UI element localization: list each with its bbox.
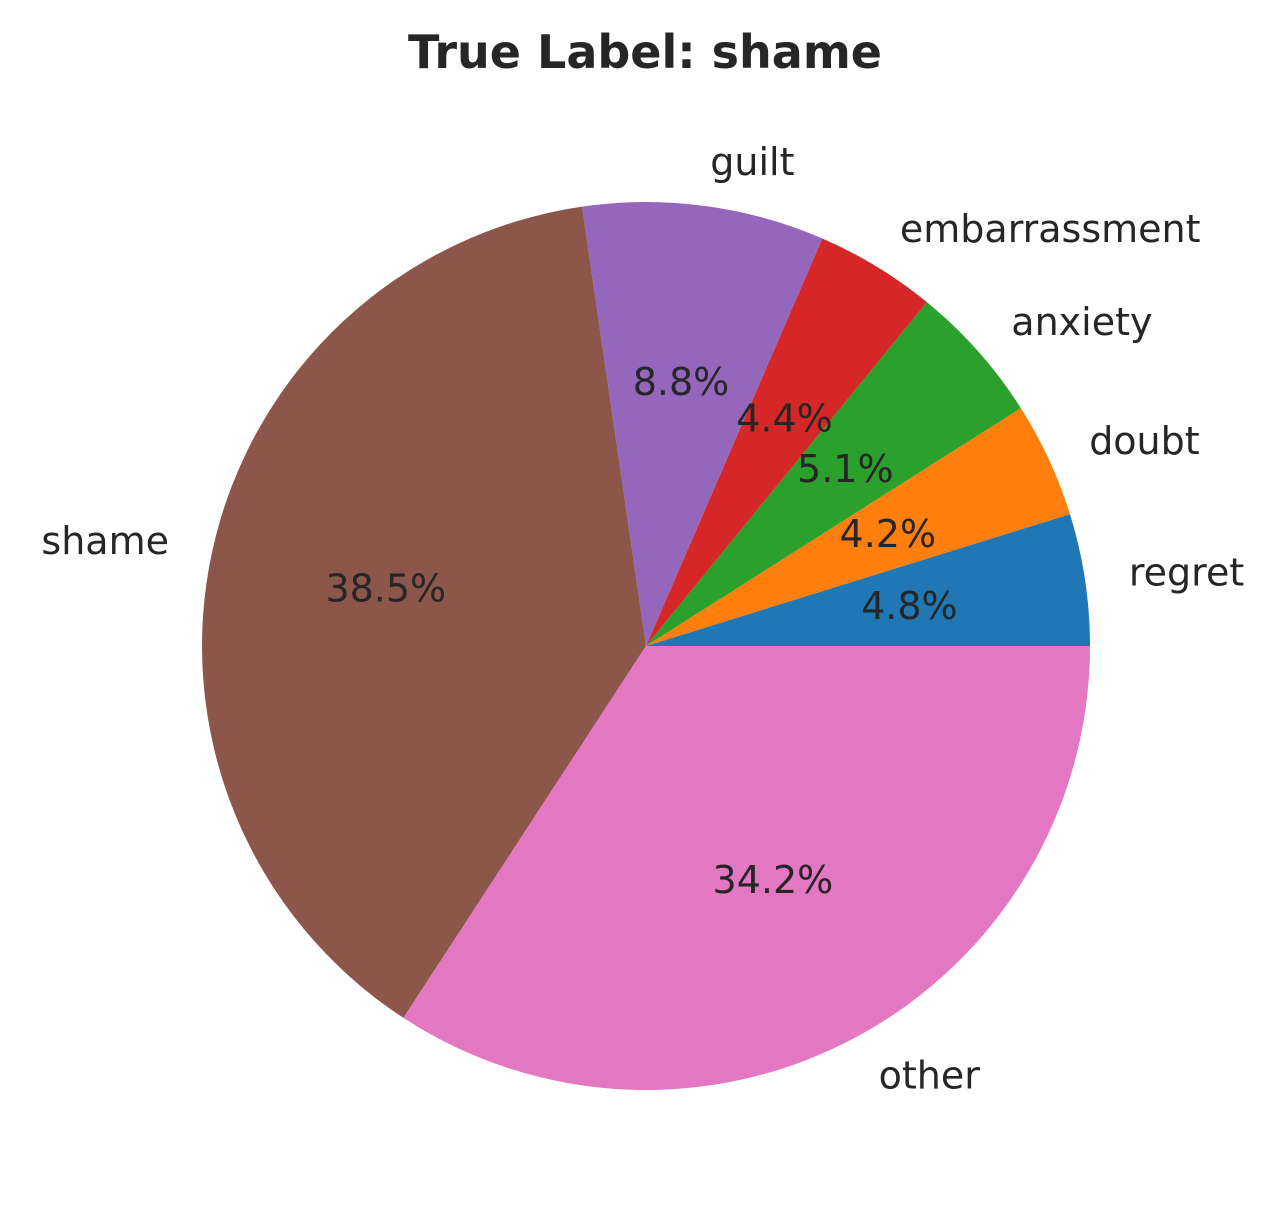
pie-slice-guilt (582, 202, 823, 646)
slice-label-regret: regret (1129, 551, 1244, 595)
pie-slice-shame (202, 206, 647, 1018)
pct-label-regret: 4.8% (861, 584, 958, 628)
pct-label-other: 34.2% (713, 858, 834, 902)
slice-label-embarrassment: embarrassment (900, 207, 1201, 251)
slice-label-shame: shame (41, 519, 169, 563)
pie-slice-regret (646, 514, 1090, 646)
pct-label-guilt: 8.8% (633, 360, 730, 404)
pie-slice-embarrassment (646, 238, 927, 646)
pie-slices (202, 202, 1090, 1090)
chart-title: True Label: shame (408, 25, 882, 79)
pct-label-anxiety: 5.1% (797, 447, 894, 491)
pct-label-embarrassment: 4.4% (736, 396, 833, 440)
percentage-labels: 4.8% 4.2% 5.1% 4.4%8.8% 38.5% 34.2% (325, 360, 957, 902)
pct-label-doubt: 4.2% (840, 512, 937, 556)
pie-slice-other (403, 646, 1090, 1090)
slice-labels: regret doubt anxiety embarrassment guilt sham… (41, 140, 1244, 1098)
slice-label-doubt: doubt (1089, 419, 1199, 463)
pie-slice-anxiety (646, 302, 1021, 646)
slice-label-other: other (879, 1054, 981, 1098)
slice-label-anxiety: anxiety (1011, 300, 1152, 344)
slice-label-guilt: guilt (710, 140, 794, 184)
pct-label-shame: 38.5% (325, 567, 446, 611)
pie-slice-doubt (646, 408, 1070, 646)
